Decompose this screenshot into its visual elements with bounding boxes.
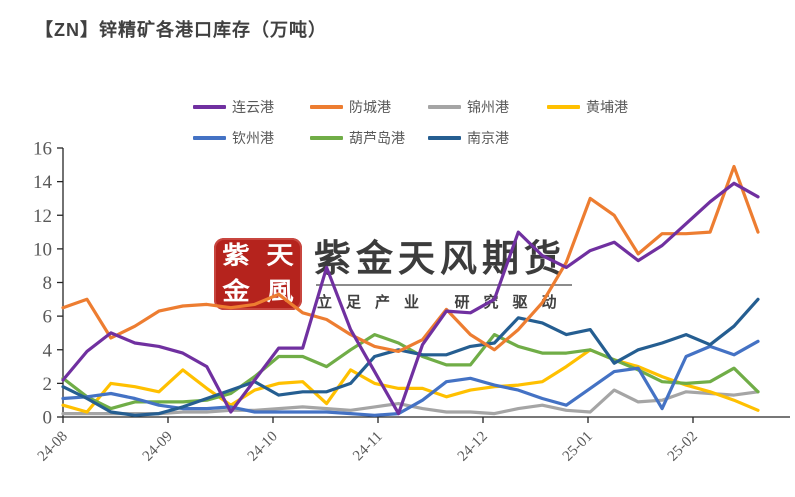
legend-swatch-icon bbox=[428, 136, 461, 140]
legend-label: 连云港 bbox=[232, 99, 274, 115]
legend-swatch-icon bbox=[310, 136, 343, 140]
y-tick-label: 10 bbox=[33, 239, 52, 260]
brand-seal-icon: 紫 天 金 風 bbox=[214, 238, 302, 310]
seal-char: 風 bbox=[266, 277, 294, 307]
legend-item-防城港: 防城港 bbox=[310, 97, 391, 117]
watermark-divider bbox=[316, 283, 572, 286]
y-tick-label: 0 bbox=[43, 408, 53, 429]
watermark-text-block: 紫金天风期货 立足产业 研究驱动 bbox=[314, 238, 572, 312]
legend-swatch-icon bbox=[193, 105, 226, 109]
x-tick-label: 24-10 bbox=[245, 429, 281, 465]
legend-item-连云港: 连云港 bbox=[193, 97, 274, 117]
y-tick-label: 2 bbox=[43, 374, 53, 395]
legend-swatch-icon bbox=[428, 105, 461, 109]
x-tick-label: 24-12 bbox=[455, 429, 491, 465]
seal-char: 金 bbox=[222, 277, 250, 307]
x-tick-label: 24-09 bbox=[140, 429, 176, 465]
legend: 连云港 防城港 锦州港 黄埔港 钦州港 葫芦岛港 南京港 bbox=[186, 88, 668, 150]
legend-item-南京港: 南京港 bbox=[428, 128, 509, 148]
legend-item-锦州港: 锦州港 bbox=[428, 97, 509, 117]
legend-label: 防城港 bbox=[349, 99, 391, 115]
legend-item-黄埔港: 黄埔港 bbox=[547, 97, 628, 117]
watermark-brand: 紫金天风期货 bbox=[314, 238, 566, 279]
y-tick-label: 14 bbox=[33, 172, 53, 193]
x-tick-label: 24-08 bbox=[35, 429, 71, 465]
x-tick-label: 25-02 bbox=[665, 429, 701, 465]
seal-char: 紫 bbox=[222, 241, 250, 271]
series-line-南京港 bbox=[61, 297, 760, 417]
series-line-连云港 bbox=[61, 181, 760, 416]
legend-item-钦州港: 钦州港 bbox=[193, 128, 274, 148]
y-tick-label: 4 bbox=[43, 340, 53, 361]
series-line-黄埔港 bbox=[61, 348, 760, 414]
legend-swatch-icon bbox=[310, 105, 343, 109]
y-tick-label: 8 bbox=[43, 273, 53, 294]
legend-label: 南京港 bbox=[467, 130, 509, 146]
x-tick-label: 25-01 bbox=[560, 429, 596, 465]
legend-item-葫芦岛港: 葫芦岛港 bbox=[310, 128, 405, 148]
series-line-防城港 bbox=[61, 164, 760, 353]
x-tick-label: 24-11 bbox=[350, 429, 386, 465]
y-tick-label: 6 bbox=[43, 307, 53, 328]
legend-label: 钦州港 bbox=[232, 130, 274, 146]
y-tick-label: 16 bbox=[33, 139, 52, 160]
watermark: 紫 天 金 風 紫金天风期货 立足产业 研究驱动 bbox=[214, 238, 572, 312]
y-tick-label: 12 bbox=[33, 206, 52, 227]
legend-swatch-icon bbox=[193, 136, 226, 140]
seal-char: 天 bbox=[266, 241, 294, 271]
legend-label: 黄埔港 bbox=[586, 99, 628, 115]
legend-label: 锦州港 bbox=[467, 99, 509, 115]
legend-label: 葫芦岛港 bbox=[349, 130, 405, 146]
watermark-slogan: 立足产业 研究驱动 bbox=[317, 293, 571, 311]
legend-swatch-icon bbox=[547, 105, 580, 109]
chart-title: 【ZN】锌精矿各港口库存（万吨） bbox=[35, 20, 327, 40]
